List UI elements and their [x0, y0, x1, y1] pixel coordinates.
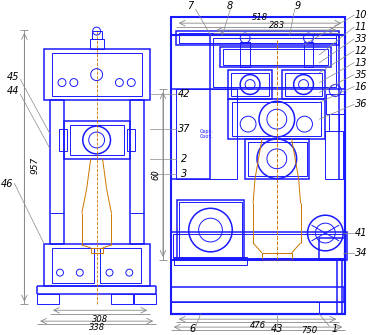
Bar: [127, 129, 135, 151]
Text: 1: 1: [331, 324, 337, 334]
Bar: [174, 257, 247, 265]
Text: 518: 518: [252, 13, 268, 22]
Bar: [326, 94, 344, 114]
Text: 8: 8: [227, 1, 233, 11]
Bar: [91, 248, 102, 253]
Bar: [228, 99, 325, 139]
Bar: [52, 53, 142, 96]
Bar: [44, 244, 150, 285]
Text: 37: 37: [178, 124, 190, 134]
Bar: [228, 70, 272, 99]
Bar: [52, 248, 94, 282]
Bar: [179, 33, 336, 43]
Bar: [37, 294, 59, 304]
Bar: [92, 31, 102, 39]
Text: 3: 3: [181, 169, 187, 179]
Bar: [171, 17, 345, 314]
Text: 16: 16: [355, 81, 367, 91]
Bar: [231, 73, 269, 96]
Text: 11: 11: [355, 22, 367, 32]
Text: 2: 2: [181, 154, 187, 164]
Bar: [248, 142, 306, 176]
Text: 35: 35: [355, 70, 367, 80]
Bar: [240, 42, 250, 67]
Text: 33: 33: [355, 34, 367, 44]
Bar: [130, 100, 144, 244]
Bar: [177, 200, 244, 260]
Text: 45: 45: [7, 72, 20, 82]
Text: 476: 476: [250, 321, 266, 330]
Bar: [171, 303, 344, 314]
Text: 36: 36: [355, 99, 367, 109]
Text: Серт.
Соот.: Серт. Соот.: [199, 129, 213, 139]
Bar: [223, 49, 328, 65]
Text: 9: 9: [295, 1, 301, 11]
Text: 957: 957: [31, 157, 40, 174]
Text: 60: 60: [152, 169, 161, 180]
Bar: [282, 70, 325, 99]
Bar: [171, 287, 344, 303]
Text: 10: 10: [355, 10, 367, 20]
Bar: [232, 103, 322, 136]
Text: 34: 34: [355, 248, 367, 258]
Text: 7: 7: [188, 1, 194, 11]
Bar: [325, 131, 343, 179]
Bar: [319, 238, 345, 260]
Text: 283: 283: [269, 21, 285, 29]
Bar: [111, 294, 133, 304]
Text: 41: 41: [355, 228, 367, 238]
Bar: [100, 248, 141, 282]
Bar: [337, 260, 345, 314]
Bar: [213, 38, 336, 86]
Bar: [171, 260, 342, 314]
Bar: [64, 121, 130, 159]
Bar: [179, 202, 242, 258]
Bar: [319, 303, 345, 314]
Bar: [173, 234, 345, 258]
Bar: [211, 35, 339, 89]
Bar: [303, 42, 313, 67]
Bar: [171, 232, 347, 260]
Text: 46: 46: [1, 179, 14, 189]
Bar: [70, 125, 124, 155]
Text: 13: 13: [355, 58, 367, 68]
Text: 750: 750: [302, 326, 317, 335]
Bar: [90, 39, 104, 49]
Bar: [59, 129, 67, 151]
Text: 338: 338: [88, 323, 105, 332]
Bar: [176, 31, 339, 45]
Text: 6: 6: [189, 324, 196, 334]
Bar: [262, 253, 292, 260]
Bar: [245, 139, 309, 179]
Bar: [285, 73, 322, 96]
Text: 42: 42: [178, 89, 190, 99]
Bar: [176, 89, 237, 179]
Bar: [221, 47, 331, 67]
Bar: [134, 294, 156, 304]
Text: 44: 44: [7, 86, 20, 96]
Bar: [44, 49, 150, 100]
Text: 43: 43: [270, 324, 283, 334]
Text: 12: 12: [355, 46, 367, 56]
Bar: [50, 100, 64, 244]
Text: 308: 308: [91, 315, 108, 324]
